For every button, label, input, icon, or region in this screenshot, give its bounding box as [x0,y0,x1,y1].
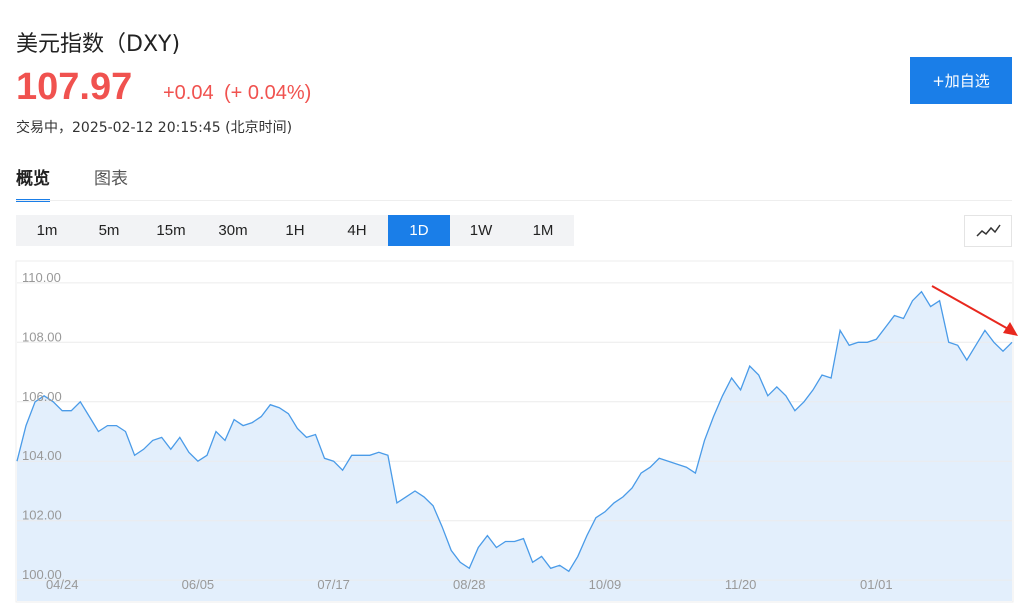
interval-button[interactable]: 1m [36,222,58,239]
change-percent: (+ 0.04%) [224,82,312,104]
divider [16,200,1012,201]
x-tick-label: 11/20 [725,577,757,592]
title: 美元指数（DXY) [16,32,181,57]
x-tick-label: 08/28 [453,577,486,592]
arrow-line [931,285,1011,331]
interval-bar: 1m 5m 15m 30m 1H 4H 1D 1W 1M [16,215,574,246]
line [16,290,1013,573]
y-tick-label: 104.00 [22,448,62,463]
add-watchlist-button[interactable]: +加自选 [910,57,1012,104]
chart-type-icon [976,224,1001,237]
interval-button[interactable]: 15m [156,222,186,239]
x-tick-label: 07/17 [317,577,350,592]
x-tick-label: 04/24 [46,577,79,592]
interval-button[interactable]: 5m [98,222,120,239]
status: 交易中，2025-02-12 20:15:45 (北京时间) [16,120,293,136]
tab[interactable]: 图表 [94,169,128,189]
change: +0.04 [163,82,214,104]
interval-button[interactable]: 1W [469,222,493,239]
chart-type-button[interactable] [964,215,1012,247]
area [17,291,1012,601]
interval-button[interactable]: 4H [347,222,367,239]
y-tick-label: 100.00 [22,567,62,582]
y-tick-label: 102.00 [22,508,62,523]
y-tick-label: 108.00 [22,329,62,344]
interval-button[interactable]: 1M [532,222,554,239]
interval-button[interactable]: 1D [388,215,450,246]
price: 107.97 [16,66,133,108]
x-tick-label: 10/09 [589,577,622,592]
tab[interactable]: 概览 [16,164,50,202]
y-tick-label: 106.00 [22,389,62,404]
x-tick-label: 06/05 [182,577,215,592]
x-tick-label: 01/01 [860,577,893,592]
y-tick-label: 110.00 [22,270,61,285]
interval-button[interactable]: 30m [218,222,248,239]
interval-button[interactable]: 1H [285,222,305,239]
chart-frame [15,260,1014,603]
tabs: 概览 图表 [16,164,128,202]
arrow-head [1003,322,1018,336]
